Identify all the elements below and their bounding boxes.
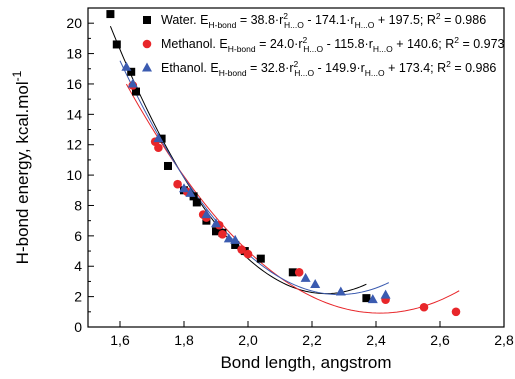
legend-text-part: + 197.5; R [374, 13, 436, 27]
y-tick-label: 0 [74, 319, 82, 335]
legend-text-part: H...O [303, 44, 323, 54]
y-axis-title-main: H-bond energy, kcal.mol [13, 81, 32, 264]
x-tick-label: 1,8 [174, 332, 194, 348]
data-point-ethanol [230, 234, 241, 244]
data-point-methanol [218, 230, 227, 239]
legend-text-part: 2 [446, 59, 451, 69]
fit-curve-methanol [125, 83, 460, 314]
legend-text-part: = 0.973 [459, 37, 505, 51]
legend-text-part: 2 [303, 35, 308, 45]
data-point-water [288, 268, 297, 277]
legend-text-part: H...O [365, 68, 385, 78]
legend-marker-ethanol [142, 62, 152, 72]
data-point-ethanol [179, 183, 189, 193]
data-point-ethanol [380, 289, 391, 299]
data-point-water [256, 254, 265, 263]
legend-text-part: H...O [355, 20, 375, 30]
legend-text-part: H...O [373, 44, 393, 54]
data-point-ethanol [211, 218, 221, 228]
legend-text-part: + 140.6; R [393, 37, 455, 51]
legend-text-part: - 174.1·r [304, 13, 355, 27]
y-axis-title: H-bond energy, kcal.mol-1 [10, 70, 32, 264]
legend-text-part: H...O [294, 68, 314, 78]
legend-text-part: = 38.8·r [236, 13, 283, 27]
legend-text-part: H-bond [208, 20, 236, 30]
data-point-methanol [173, 179, 182, 189]
data-point-water [231, 240, 240, 249]
data-point-methanol [237, 245, 246, 254]
data-point-ethanol [127, 78, 138, 88]
legend-text-part: 2 [283, 11, 288, 21]
fit-curve-ethanol [119, 60, 390, 296]
legend-marker-methanol [142, 39, 152, 49]
y-axis-title-superscript: -1 [10, 70, 24, 81]
data-point-ethanol [300, 272, 311, 282]
data-point-ethanol [185, 187, 196, 197]
y-tick-label: 12 [66, 137, 82, 153]
data-point-ethanol [367, 294, 378, 304]
y-tick-label: 16 [66, 76, 82, 92]
data-point-methanol [243, 249, 253, 259]
data-point-water [192, 198, 201, 207]
data-point-water [132, 87, 140, 96]
plot-frame [87, 7, 505, 328]
legend-text-part: = 32.8·r [247, 61, 294, 75]
data-point-water [112, 40, 121, 49]
legend-label-methanol: Methanol. EH-bond = 24.0·r2 H...O - 115.8… [161, 35, 505, 54]
legend-marker-water [143, 16, 151, 24]
legend-text-part: Water. E [161, 13, 208, 27]
x-tick-label: 2,0 [238, 332, 258, 348]
legend-label-ethanol: Ethanol. EH-bond = 32.8·r2 H...O - 149.9·… [161, 59, 496, 78]
y-tick-label: 20 [66, 15, 82, 31]
data-point-water [157, 134, 166, 143]
legend-text-part: + 173.4; R [385, 61, 447, 75]
data-point-methanol [294, 268, 304, 277]
data-point-water [362, 294, 371, 303]
data-point-water [164, 161, 172, 170]
legend-text-part: = 24.0·r [256, 37, 303, 51]
data-point-ethanol [223, 233, 234, 243]
legend-text-part: = 0.986 [441, 13, 487, 27]
x-tick-label: 2,2 [302, 332, 322, 348]
legend-text-part: Ethanol. E [161, 61, 219, 75]
y-tick-label: 6 [74, 228, 82, 244]
data-point-water [106, 10, 115, 19]
data-point-ethanol [121, 61, 132, 71]
y-tick-label: 10 [66, 167, 82, 183]
y-tick-label: 2 [74, 289, 82, 305]
x-tick-label: 2,8 [494, 332, 514, 348]
legend-label-water: Water. EH-bond = 38.8·r2 H...O - 174.1·rH… [161, 11, 486, 30]
data-point-methanol [419, 302, 429, 312]
legend-text-part: 2 [436, 11, 441, 21]
legend-text-part: = 0.986 [451, 61, 497, 75]
data-point-methanol [451, 307, 461, 317]
x-axis-title: Bond length, angstrom [220, 353, 391, 372]
data-point-water [212, 227, 220, 236]
data-point-ethanol [310, 278, 321, 288]
legend-text-part: H...O [284, 20, 304, 30]
legend-text-part: 2 [293, 59, 298, 69]
data-point-ethanol [335, 286, 346, 296]
data-point-methanol [154, 143, 163, 153]
legend-text-part: - 115.8·r [323, 37, 373, 51]
legend-text-part: H-bond [219, 68, 247, 78]
x-tick-label: 2,4 [366, 332, 386, 348]
y-tick-label: 14 [66, 106, 82, 122]
y-tick-label: 8 [74, 197, 82, 213]
data-point-ethanol [153, 133, 164, 143]
data-point-ethanol [201, 209, 212, 219]
legend-text-part: - 149.9·r [314, 61, 365, 75]
legend: Water. EH-bond = 38.8·r2 H...O - 174.1·rH… [142, 11, 505, 78]
data-point-water [127, 67, 136, 76]
x-tick-label: 2,6 [430, 332, 450, 348]
legend-text-part: Methanol. E [161, 37, 228, 51]
x-tick-label: 1,6 [110, 332, 130, 348]
legend-text-part: H-bond [228, 44, 256, 54]
y-tick-label: 18 [66, 46, 82, 62]
legend-text-part: 2 [454, 35, 459, 45]
y-tick-label: 4 [74, 258, 82, 274]
